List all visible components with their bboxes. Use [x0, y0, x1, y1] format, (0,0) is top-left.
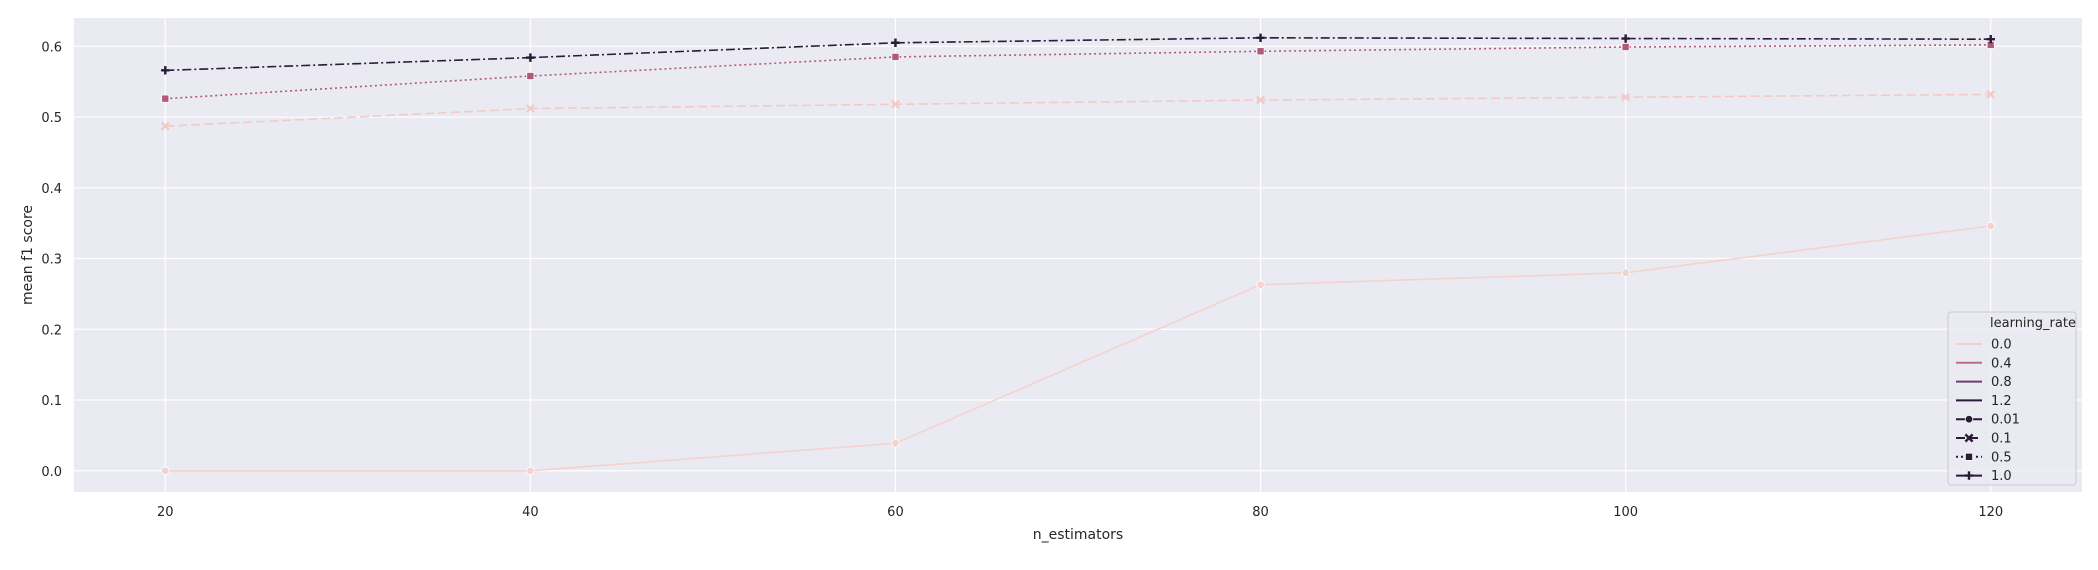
series-line — [165, 36, 1991, 72]
legend-label: 0.4 — [1991, 356, 2012, 371]
data-point — [525, 104, 535, 114]
legend-label: 0.1 — [1991, 432, 2012, 447]
x-tick-label: 40 — [522, 505, 539, 520]
y-axis-label: mean f1 score — [20, 205, 36, 305]
legend-entry: 0.5 — [1956, 450, 2012, 465]
series-lr-0-1 — [160, 89, 1996, 131]
data-point — [1621, 34, 1630, 43]
legend-entry: 1.0 — [1956, 469, 2012, 484]
legend: learning_rate 0.0 0.4 0.8 1.2 0.01 0.1 0.5 1.0 — [1947, 311, 2077, 486]
legend-box — [1947, 311, 2077, 486]
legend-entry: 0.01 — [1956, 413, 2020, 428]
legend-marker — [1964, 415, 1974, 424]
legend-label: 0.8 — [1991, 375, 2012, 390]
legend-entry: 0.1 — [1956, 432, 2012, 447]
legend-entry: 0.0 — [1956, 338, 2012, 353]
legend-entry: 0.4 — [1956, 356, 2012, 371]
data-point — [1256, 280, 1265, 289]
series-line — [165, 93, 1991, 127]
series-lr-0-01 — [161, 221, 1995, 475]
y-tick-label: 0.4 — [41, 182, 62, 197]
y-tick-label: 0.3 — [41, 253, 62, 268]
x-tick-label: 60 — [887, 505, 904, 520]
legend-label: 1.2 — [1991, 394, 2012, 409]
data-point — [891, 38, 900, 47]
legend-marker — [1964, 433, 1974, 443]
data-point — [1986, 35, 1995, 44]
data-point — [1986, 89, 1996, 99]
x-axis-label: n_estimators — [1033, 527, 1123, 543]
legend-marker — [1964, 471, 1974, 480]
data-point — [161, 94, 170, 103]
data-point — [1621, 92, 1631, 102]
data-point — [1256, 47, 1265, 56]
series-line — [165, 225, 1991, 472]
y-tick-label: 0.1 — [41, 394, 62, 409]
legend-label: 0.5 — [1991, 450, 2012, 465]
y-tick-label: 0.5 — [41, 111, 62, 126]
data-point — [526, 72, 535, 81]
legend-label: 0.01 — [1991, 413, 2020, 428]
legend-entry: 1.2 — [1956, 394, 2012, 409]
legend-label: 1.0 — [1991, 469, 2012, 484]
series-lr-0-5 — [161, 40, 1995, 103]
y-tick-label: 0.6 — [41, 40, 62, 55]
data-point — [161, 466, 170, 475]
data-point — [1986, 221, 1995, 231]
x-tick-label: 120 — [1978, 505, 2003, 520]
data-point — [161, 66, 170, 75]
legend-title: learning_rate — [1990, 316, 2076, 331]
tick-labels: 20 40 60 80 100 120 0.0 0.1 0.2 0.3 0.4 0.5 0.6 — [41, 40, 2003, 520]
legend-entry: 0.8 — [1956, 375, 2012, 390]
data-point — [1621, 43, 1630, 52]
data-point — [891, 99, 900, 109]
data-point — [526, 466, 535, 475]
x-tick-label: 100 — [1613, 505, 1638, 520]
data-point — [526, 53, 535, 62]
series-lr-1-0 — [161, 33, 1995, 75]
plot-area — [74, 18, 2082, 492]
x-tick-label: 20 — [157, 505, 174, 520]
legend-label: 0.0 — [1991, 338, 2012, 353]
data-point — [1621, 268, 1630, 277]
data-point — [160, 121, 170, 131]
data-point — [1256, 33, 1265, 43]
y-tick-label: 0.0 — [41, 465, 62, 480]
series-layer — [160, 33, 1996, 475]
legend-marker — [1965, 452, 1974, 461]
data-point — [891, 438, 900, 448]
x-tick-label: 80 — [1252, 505, 1269, 520]
data-point — [891, 52, 900, 61]
y-tick-label: 0.2 — [41, 323, 62, 338]
data-point — [1256, 95, 1265, 105]
